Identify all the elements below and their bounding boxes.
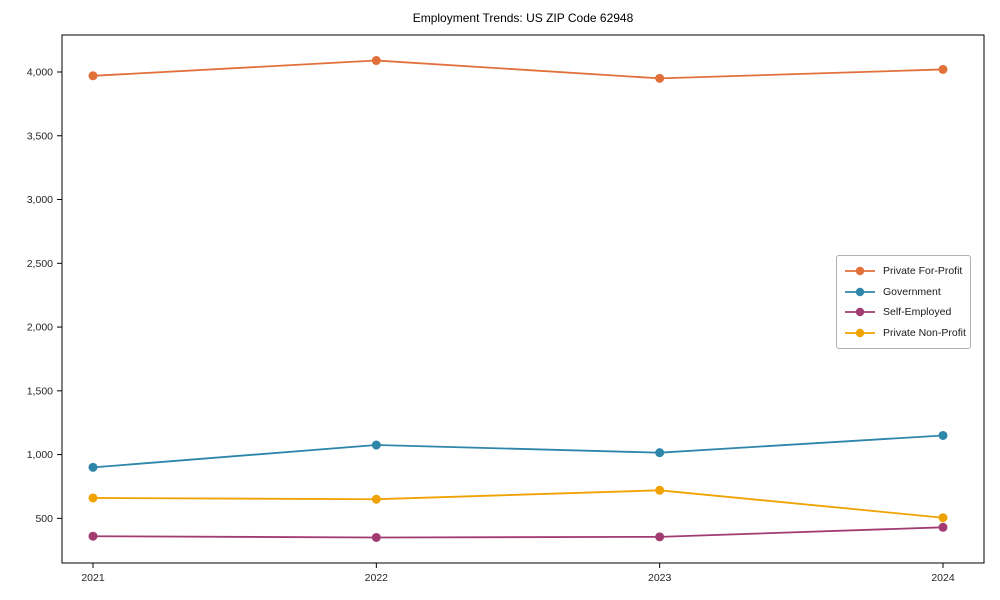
plot-border [61,34,985,564]
legend-marker-icon [845,267,875,276]
y-tick-label: 1,500 [27,385,53,397]
data-point [655,485,665,495]
chart-title: Employment Trends: US ZIP Code 62948 [412,11,634,25]
data-point [655,532,665,542]
series-line-self-employed [92,526,944,539]
data-point [371,494,381,504]
legend-marker-icon [845,308,875,317]
x-tick-label: 2021 [81,572,105,584]
y-tick-label: 1,000 [27,449,53,461]
legend-label: Private For-Profit [883,265,963,278]
y-tick-label: 3,000 [27,194,53,206]
legend-label: Self-Employed [883,306,952,319]
y-tick-label: 3,500 [27,130,53,142]
data-point [938,522,948,532]
data-point [371,440,381,450]
data-point [371,532,381,542]
legend-marker-icon [845,328,875,337]
series-line-government [92,434,944,469]
data-point [938,513,948,523]
data-point [88,71,98,81]
y-tick-label: 4,000 [27,66,53,78]
legend-label: Government [883,285,941,298]
data-point [655,448,665,458]
series-line-private-non-profit [92,489,944,519]
series-line-private-for-profit [92,59,944,80]
x-tick-label: 2023 [648,572,672,584]
data-point [88,493,98,503]
legend: Private For-Profit Government Self-Employe… [836,255,971,349]
data-point [655,73,665,83]
legend-item: Self-Employed [845,302,964,323]
data-point [938,430,948,440]
legend-label: Private Non-Profit [883,326,966,339]
data-point [88,531,98,541]
x-tick-label: 2022 [365,572,389,584]
data-point [938,64,948,74]
data-point [371,56,381,66]
y-tick-label: 2,000 [27,322,53,334]
legend-item: Private Non-Profit [845,323,966,344]
y-tick-label: 2,500 [27,258,53,270]
y-tick-label: 500 [35,513,53,525]
legend-marker-icon [845,287,875,296]
legend-item: Private For-Profit [845,261,964,282]
x-tick-label: 2024 [931,572,955,584]
data-point [88,462,98,472]
legend-item: Government [845,282,964,303]
